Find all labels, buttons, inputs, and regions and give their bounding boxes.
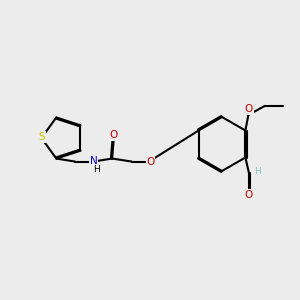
Text: H: H bbox=[93, 165, 100, 174]
Text: O: O bbox=[245, 104, 253, 115]
Text: N: N bbox=[90, 156, 98, 166]
Text: H: H bbox=[254, 167, 261, 176]
Text: O: O bbox=[110, 130, 118, 140]
Text: O: O bbox=[146, 157, 155, 166]
Text: S: S bbox=[38, 132, 45, 142]
Text: O: O bbox=[245, 190, 253, 200]
